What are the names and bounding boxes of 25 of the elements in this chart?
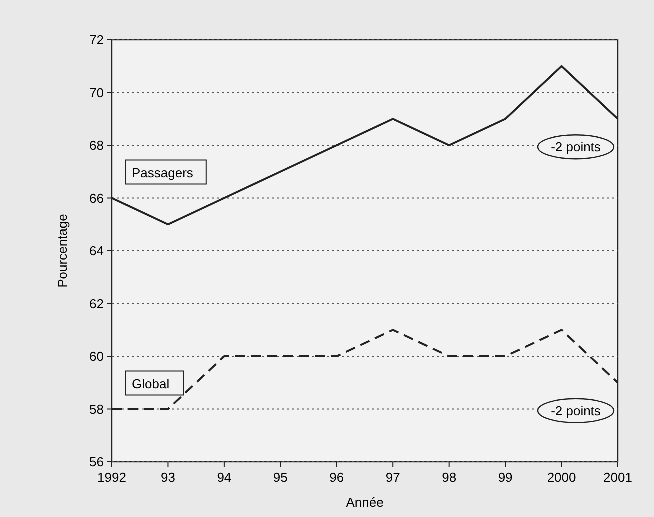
x-tick-label: 94 [217,470,232,485]
y-tick-label: 60 [90,349,104,364]
x-tick-label: 93 [160,470,176,485]
y-axis-title: Pourcentage [55,214,70,288]
x-axis-title: Année [346,495,384,510]
series-label: Passagers [132,165,194,180]
y-tick-label: 56 [90,454,104,470]
y-tick-label: 72 [90,32,104,48]
x-tick-label: 1992 [98,470,126,485]
y-tick-label: 58 [90,402,104,417]
series-label: Global [132,376,170,392]
x-tick-label: 2000 [547,470,576,485]
y-tick-label: 66 [90,190,104,206]
y-tick-label: 64 [90,244,104,259]
y-tick-label: 70 [90,85,104,100]
annotation: -2 points [551,403,602,418]
y-tick-label: 62 [90,296,104,312]
x-tick-label: 96 [330,470,344,485]
y-tick-label: 68 [90,138,104,154]
x-tick-label: 98 [442,470,457,485]
annotation: -2 points [551,140,602,155]
x-tick-label: 95 [273,470,288,485]
x-tick-label: 2001 [604,470,632,485]
x-tick-label: 99 [498,470,513,485]
x-tick-label: 97 [386,470,400,485]
